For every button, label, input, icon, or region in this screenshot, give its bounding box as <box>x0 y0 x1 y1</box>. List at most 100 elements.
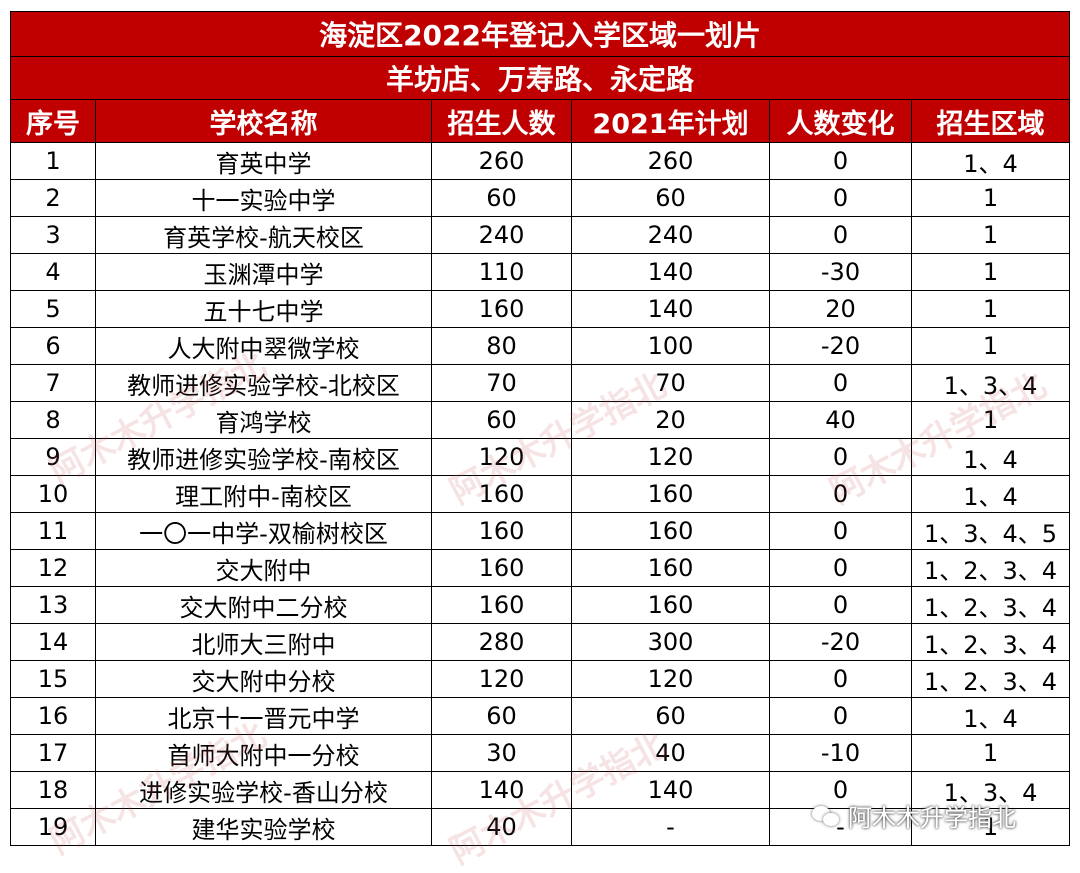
enrollment-count-cell: 160 <box>431 512 572 550</box>
plan-2021-cell: 160 <box>571 475 770 513</box>
table-row: 5 五十七中学 160 140 20 1 <box>10 290 1071 328</box>
table-row: 16 北京十一晋元中学 60 60 0 1、4 <box>10 697 1071 735</box>
count-change-cell: 20 <box>769 290 912 328</box>
count-change-cell: 0 <box>769 475 912 513</box>
plan-2021-cell: 160 <box>571 586 770 624</box>
table-subtitle: 羊坊店、万寿路、永定路 <box>9 56 1071 100</box>
school-name-cell: 教师进修实验学校-北校区 <box>95 364 432 402</box>
enrollment-zones-cell: 1、4 <box>910 697 1071 735</box>
enrollment-count-cell: 240 <box>431 216 572 254</box>
count-change-cell: 40 <box>769 401 912 439</box>
school-name-cell: 五十七中学 <box>95 290 432 328</box>
table-row: 1 育英中学 260 260 0 1、4 <box>10 142 1071 180</box>
plan-2021-cell: 70 <box>571 364 770 402</box>
column-header-zones: 招生区域 <box>910 99 1071 143</box>
row-index-cell: 18 <box>10 771 96 809</box>
row-index-cell: 19 <box>10 808 96 846</box>
enrollment-count-cell: 160 <box>431 290 572 328</box>
plan-2021-cell: 20 <box>571 401 770 439</box>
enrollment-zones-cell: 1 <box>910 734 1071 772</box>
row-index-cell: 16 <box>10 697 96 735</box>
plan-2021-cell: 60 <box>571 697 770 735</box>
enrollment-zones-cell: 1、3、4、5 <box>910 512 1071 550</box>
table-row: 11 一〇一中学-双榆树校区 160 160 0 1、3、4、5 <box>10 512 1071 550</box>
table-row: 18 进修实验学校-香山分校 140 140 0 1、3、4 <box>10 771 1071 809</box>
row-index-cell: 1 <box>10 142 96 180</box>
enrollment-zones-cell: 1、3、4 <box>910 364 1071 402</box>
plan-2021-cell: 160 <box>571 512 770 550</box>
plan-2021-cell: 40 <box>571 734 770 772</box>
enrollment-zones-cell: 1、3、4 <box>910 771 1071 809</box>
row-index-cell: 15 <box>10 660 96 698</box>
school-name-cell: 一〇一中学-双榆树校区 <box>95 512 432 550</box>
table-row: 2 十一实验中学 60 60 0 1 <box>10 179 1071 217</box>
plan-2021-cell: 160 <box>571 549 770 587</box>
school-name-cell: 十一实验中学 <box>95 179 432 217</box>
plan-2021-cell: 260 <box>571 142 770 180</box>
count-change-cell: 0 <box>769 364 912 402</box>
row-index-cell: 4 <box>10 253 96 291</box>
count-change-cell: 0 <box>769 438 912 476</box>
enrollment-count-cell: 60 <box>431 179 572 217</box>
enrollment-zones-cell: 1、2、3、4 <box>910 549 1071 587</box>
table-row: 14 北师大三附中 280 300 -20 1、2、3、4 <box>10 623 1071 661</box>
table-row: 4 玉渊潭中学 110 140 -30 1 <box>10 253 1071 291</box>
enrollment-count-cell: 120 <box>431 660 572 698</box>
enrollment-count-cell: 160 <box>431 586 572 624</box>
enrollment-zones-cell: 1 <box>910 327 1071 365</box>
table-row: 15 交大附中分校 120 120 0 1、2、3、4 <box>10 660 1071 698</box>
count-change-cell: 0 <box>769 179 912 217</box>
school-name-cell: 玉渊潭中学 <box>95 253 432 291</box>
plan-2021-cell: 300 <box>571 623 770 661</box>
school-name-cell: 人大附中翠微学校 <box>95 327 432 365</box>
count-change-cell: 0 <box>769 216 912 254</box>
enrollment-count-cell: 110 <box>431 253 572 291</box>
plan-2021-cell: - <box>571 808 770 846</box>
table-title: 海淀区2022年登记入学区域一划片 <box>9 11 1071 57</box>
column-header-index: 序号 <box>10 99 96 143</box>
school-name-cell: 教师进修实验学校-南校区 <box>95 438 432 476</box>
column-header-2021-plan: 2021年计划 <box>571 99 770 143</box>
row-index-cell: 17 <box>10 734 96 772</box>
enrollment-count-cell: 40 <box>431 808 572 846</box>
enrollment-zones-cell: 1、4 <box>910 142 1071 180</box>
plan-2021-cell: 140 <box>571 253 770 291</box>
column-header-enrollment: 招生人数 <box>431 99 572 143</box>
enrollment-zones-cell: 1、2、3、4 <box>910 660 1071 698</box>
row-index-cell: 11 <box>10 512 96 550</box>
enrollment-count-cell: 60 <box>431 401 572 439</box>
enrollment-count-cell: 60 <box>431 697 572 735</box>
count-change-cell: 0 <box>769 697 912 735</box>
row-index-cell: 13 <box>10 586 96 624</box>
count-change-cell: 0 <box>769 512 912 550</box>
row-index-cell: 3 <box>10 216 96 254</box>
count-change-cell: 0 <box>769 660 912 698</box>
school-name-cell: 北京十一晋元中学 <box>95 697 432 735</box>
table-row: 17 首师大附中一分校 30 40 -10 1 <box>10 734 1071 772</box>
enrollment-count-cell: 160 <box>431 475 572 513</box>
count-change-cell: 0 <box>769 771 912 809</box>
school-name-cell: 北师大三附中 <box>95 623 432 661</box>
column-header-change: 人数变化 <box>769 99 912 143</box>
plan-2021-cell: 120 <box>571 438 770 476</box>
enrollment-count-cell: 260 <box>431 142 572 180</box>
enrollment-zones-cell: 1 <box>910 401 1071 439</box>
row-index-cell: 6 <box>10 327 96 365</box>
table-row: 9 教师进修实验学校-南校区 120 120 0 1、4 <box>10 438 1071 476</box>
enrollment-count-cell: 70 <box>431 364 572 402</box>
enrollment-zones-cell: 1 <box>910 216 1071 254</box>
enrollment-zones-cell: 1、2、3、4 <box>910 623 1071 661</box>
count-change-cell: 0 <box>769 549 912 587</box>
row-index-cell: 2 <box>10 179 96 217</box>
count-change-cell: - <box>769 808 912 846</box>
plan-2021-cell: 240 <box>571 216 770 254</box>
plan-2021-cell: 140 <box>571 771 770 809</box>
row-index-cell: 9 <box>10 438 96 476</box>
enrollment-count-cell: 160 <box>431 549 572 587</box>
table-row: 19 建华实验学校 40- -1 <box>10 808 1071 846</box>
row-index-cell: 10 <box>10 475 96 513</box>
enrollment-count-cell: 280 <box>431 623 572 661</box>
row-index-cell: 8 <box>10 401 96 439</box>
enrollment-count-cell: 140 <box>431 771 572 809</box>
plan-2021-cell: 120 <box>571 660 770 698</box>
